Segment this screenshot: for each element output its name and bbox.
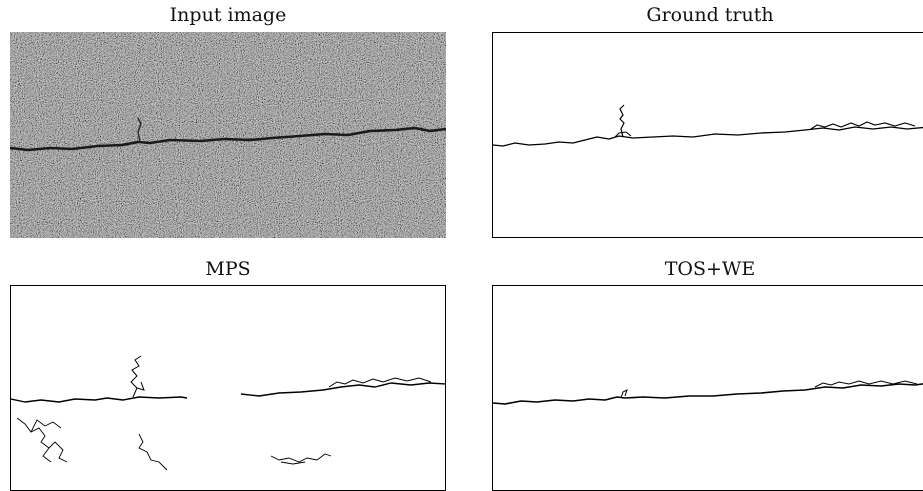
ground-truth-map: [492, 32, 923, 238]
title-ground-truth: Ground truth: [646, 4, 774, 26]
mps-map: [10, 285, 446, 491]
ground-truth-crack: [493, 104, 923, 147]
mps-crack: [11, 355, 445, 471]
asphalt-photo: [10, 32, 446, 238]
crack-line: [10, 126, 446, 152]
tos-we-crack: [493, 380, 923, 405]
title-input-image: Input image: [169, 4, 287, 26]
tos-we-map: [492, 285, 923, 491]
title-tos-we: TOS+WE: [664, 258, 756, 280]
input-image: [10, 32, 446, 238]
title-mps: MPS: [205, 258, 251, 280]
